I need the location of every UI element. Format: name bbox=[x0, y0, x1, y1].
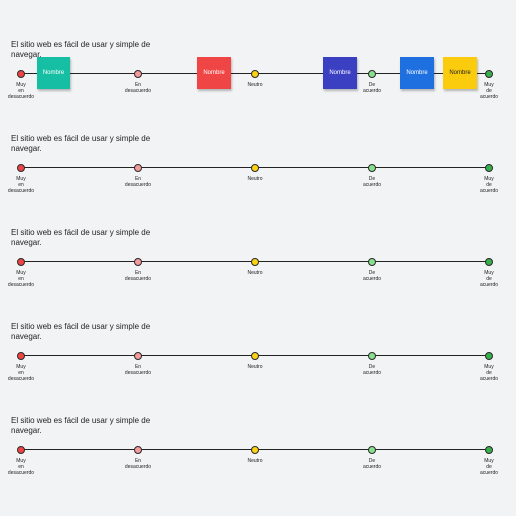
dot-en-desacuerdo[interactable] bbox=[134, 351, 142, 360]
dot-muy-en-desacuerdo[interactable] bbox=[17, 257, 25, 266]
dot-de-acuerdo[interactable] bbox=[368, 351, 376, 360]
dot-muy-en-desacuerdo[interactable] bbox=[17, 163, 25, 172]
question-text: El sitio web es fácil de usar y simple d… bbox=[11, 416, 151, 435]
sticky-note[interactable]: Nombre bbox=[37, 57, 70, 89]
dot-muy-de-acuerdo[interactable] bbox=[485, 163, 493, 172]
sticky-note[interactable]: Nombre bbox=[443, 57, 477, 89]
dot-neutro[interactable] bbox=[251, 69, 259, 78]
scale-label: En desacuerdo bbox=[124, 82, 152, 94]
scale-label: De acuerdo bbox=[362, 176, 382, 188]
scale-label: Muy en desacuerdo bbox=[7, 458, 35, 476]
scale-label: En desacuerdo bbox=[124, 176, 152, 188]
dot-de-acuerdo[interactable] bbox=[368, 69, 376, 78]
dot-de-acuerdo[interactable] bbox=[368, 445, 376, 454]
dot-neutro[interactable] bbox=[251, 257, 259, 266]
question-text: El sitio web es fácil de usar y simple d… bbox=[11, 134, 151, 153]
question-text: El sitio web es fácil de usar y simple d… bbox=[11, 40, 151, 59]
dot-muy-de-acuerdo[interactable] bbox=[485, 351, 493, 360]
scale-label: Muy de acuerdo bbox=[479, 270, 499, 288]
scale-label: Neutro bbox=[247, 364, 263, 370]
dot-de-acuerdo[interactable] bbox=[368, 163, 376, 172]
dot-en-desacuerdo[interactable] bbox=[134, 445, 142, 454]
dot-neutro[interactable] bbox=[251, 445, 259, 454]
sticky-note[interactable]: Nombre bbox=[323, 57, 357, 89]
dot-muy-en-desacuerdo[interactable] bbox=[17, 69, 25, 78]
dot-neutro[interactable] bbox=[251, 163, 259, 172]
scale-label: Neutro bbox=[247, 270, 263, 276]
scale-label: Muy en desacuerdo bbox=[7, 82, 35, 100]
scale-label: En desacuerdo bbox=[124, 364, 152, 376]
sticky-note[interactable]: Nombre bbox=[197, 57, 231, 89]
dot-muy-en-desacuerdo[interactable] bbox=[17, 445, 25, 454]
dot-muy-de-acuerdo[interactable] bbox=[485, 69, 493, 78]
scale-label: Muy en desacuerdo bbox=[7, 270, 35, 288]
scale-label: En desacuerdo bbox=[124, 458, 152, 470]
scale-label: Muy de acuerdo bbox=[479, 82, 499, 100]
question-text: El sitio web es fácil de usar y simple d… bbox=[11, 322, 151, 341]
scale-label: Neutro bbox=[247, 176, 263, 182]
dot-muy-de-acuerdo[interactable] bbox=[485, 257, 493, 266]
scale-label: Muy en desacuerdo bbox=[7, 176, 35, 194]
scale-label: Muy de acuerdo bbox=[479, 176, 499, 194]
scale-label: De acuerdo bbox=[362, 458, 382, 470]
scale-label: En desacuerdo bbox=[124, 270, 152, 282]
scale-label: Muy de acuerdo bbox=[479, 364, 499, 382]
scale-label: Neutro bbox=[247, 82, 263, 88]
dot-en-desacuerdo[interactable] bbox=[134, 69, 142, 78]
scale-label: Muy de acuerdo bbox=[479, 458, 499, 476]
scale-label: Neutro bbox=[247, 458, 263, 464]
dot-muy-de-acuerdo[interactable] bbox=[485, 445, 493, 454]
scale-label: De acuerdo bbox=[362, 270, 382, 282]
dot-en-desacuerdo[interactable] bbox=[134, 257, 142, 266]
scale-label: De acuerdo bbox=[362, 82, 382, 94]
dot-muy-en-desacuerdo[interactable] bbox=[17, 351, 25, 360]
dot-neutro[interactable] bbox=[251, 351, 259, 360]
sticky-note[interactable]: Nombre bbox=[400, 57, 434, 89]
dot-de-acuerdo[interactable] bbox=[368, 257, 376, 266]
question-text: El sitio web es fácil de usar y simple d… bbox=[11, 228, 151, 247]
scale-label: De acuerdo bbox=[362, 364, 382, 376]
scale-label: Muy en desacuerdo bbox=[7, 364, 35, 382]
dot-en-desacuerdo[interactable] bbox=[134, 163, 142, 172]
